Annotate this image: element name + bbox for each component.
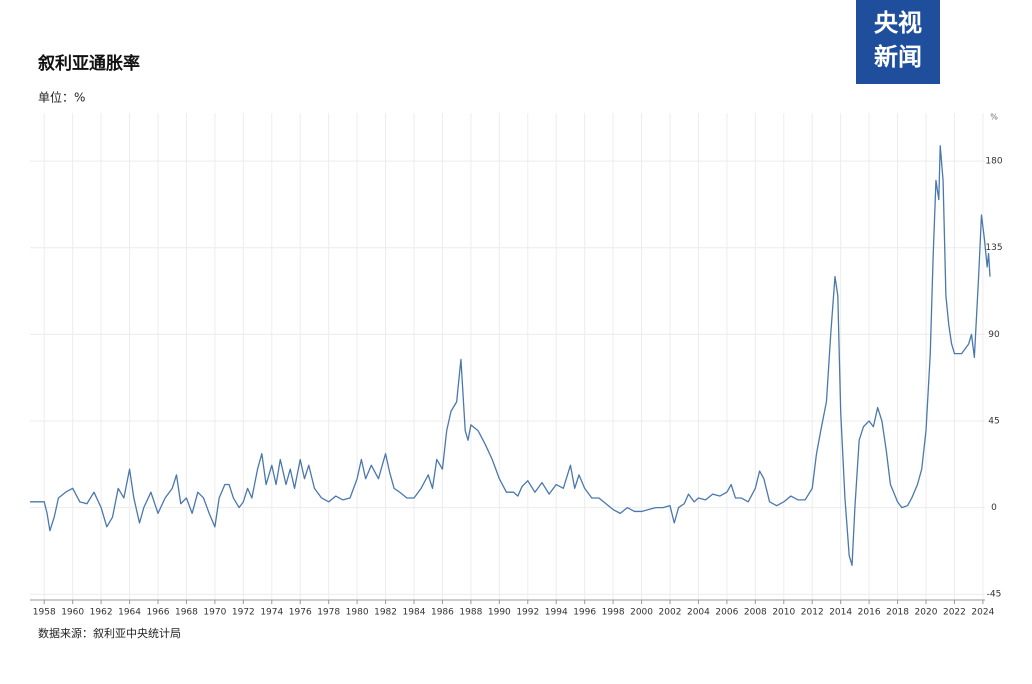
source: 数据来源：叙利亚中央统计局 (38, 626, 181, 640)
x-tick-label: 2002 (659, 608, 682, 618)
x-tick-label: 2008 (744, 608, 767, 618)
x-tick-label: 1958 (33, 608, 56, 618)
x-tick-label: 2014 (829, 608, 852, 618)
x-tick-label: 2020 (915, 608, 938, 618)
y-tick-label: 180 (985, 157, 1002, 167)
series-line (30, 145, 991, 566)
logo-text: 央视 (874, 9, 922, 37)
logo-box (856, 0, 940, 84)
x-tick-label: 2012 (801, 608, 824, 618)
x-tick-label: 1982 (374, 608, 397, 618)
x-tick-label: 2022 (943, 608, 966, 618)
axis-unit: % (990, 113, 998, 122)
x-tick-label: 1964 (118, 608, 141, 618)
x-tick-label: 1962 (90, 608, 113, 618)
x-tick-label: 1966 (147, 608, 170, 618)
x-tick-label: 1998 (602, 608, 625, 618)
x-tick-label: 1986 (431, 608, 454, 618)
x-tick-label: 1996 (573, 608, 596, 618)
y-tick-label: -45 (987, 590, 1002, 600)
x-tick-label: 1968 (175, 608, 198, 618)
chart-title: 叙利亚通胀率 (38, 53, 140, 74)
x-tick-label: 2024 (971, 608, 994, 618)
x-tick-label: 2010 (772, 608, 795, 618)
x-tick-label: 1984 (403, 608, 426, 618)
y-tick-label: 0 (991, 503, 997, 513)
x-tick-label: 1988 (459, 608, 482, 618)
y-tick-label: 45 (988, 416, 999, 426)
y-tick-label: 135 (985, 243, 1002, 253)
x-tick-label: 2006 (715, 608, 738, 618)
x-tick-label: 1976 (289, 608, 312, 618)
x-tick-label: 2016 (858, 608, 881, 618)
x-tick-label: 1970 (203, 608, 226, 618)
x-tick-label: 1972 (232, 608, 255, 618)
unit-label: 单位：% (38, 90, 85, 105)
x-tick-label: 2004 (687, 608, 710, 618)
x-tick-label: 2000 (630, 608, 653, 618)
y-tick-label: 90 (988, 330, 1000, 340)
x-tick-label: 1980 (346, 608, 369, 618)
x-tick-label: 1960 (61, 608, 84, 618)
x-tick-label: 1974 (260, 608, 283, 618)
x-tick-label: 1994 (545, 608, 568, 618)
x-tick-label: 1992 (516, 608, 539, 618)
logo-text: 新闻 (874, 43, 922, 71)
x-tick-label: 1990 (488, 608, 511, 618)
x-tick-label: 1978 (317, 608, 340, 618)
x-tick-label: 2018 (886, 608, 909, 618)
